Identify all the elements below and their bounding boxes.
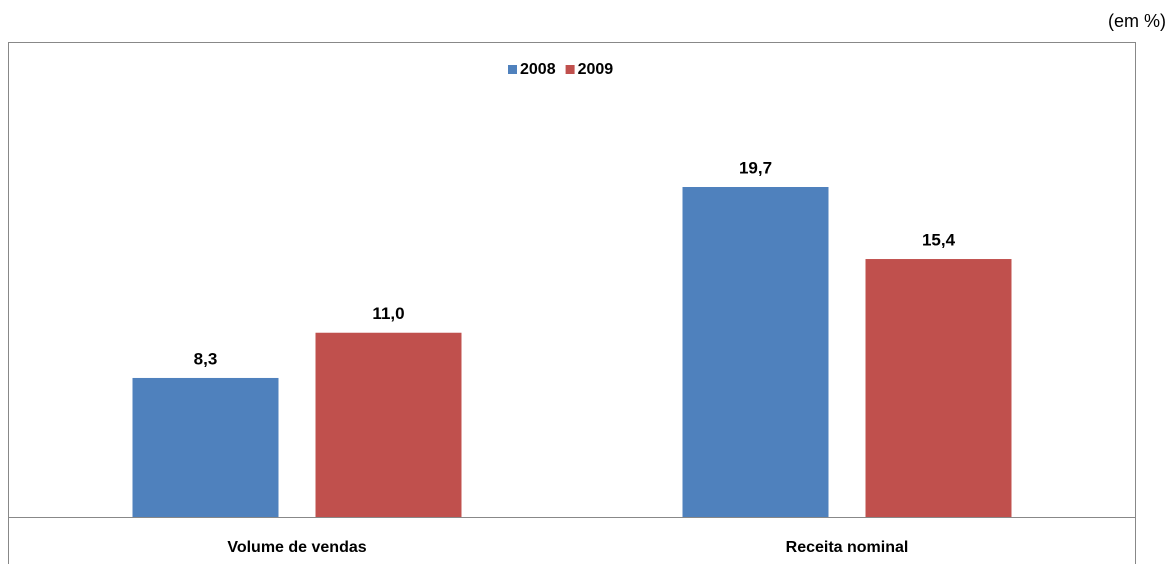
bar (682, 187, 829, 517)
legend-swatch (565, 65, 575, 74)
value-label: 19,7 (739, 158, 772, 177)
chart-frame (8, 42, 1136, 564)
legend-label: 2008 (520, 61, 556, 78)
legend-label: 2009 (578, 61, 614, 78)
x-tick-label: Receita nominal (786, 539, 909, 556)
unit-note: (em %) (1108, 11, 1166, 31)
value-label: 15,4 (922, 231, 956, 250)
value-label: 8,3 (194, 349, 218, 368)
bar (865, 259, 1012, 517)
legend-swatch (508, 65, 517, 74)
bar (315, 332, 462, 517)
bar (132, 377, 279, 517)
x-tick-label: Volume de vendas (227, 539, 366, 556)
value-label: 11,0 (372, 304, 404, 323)
